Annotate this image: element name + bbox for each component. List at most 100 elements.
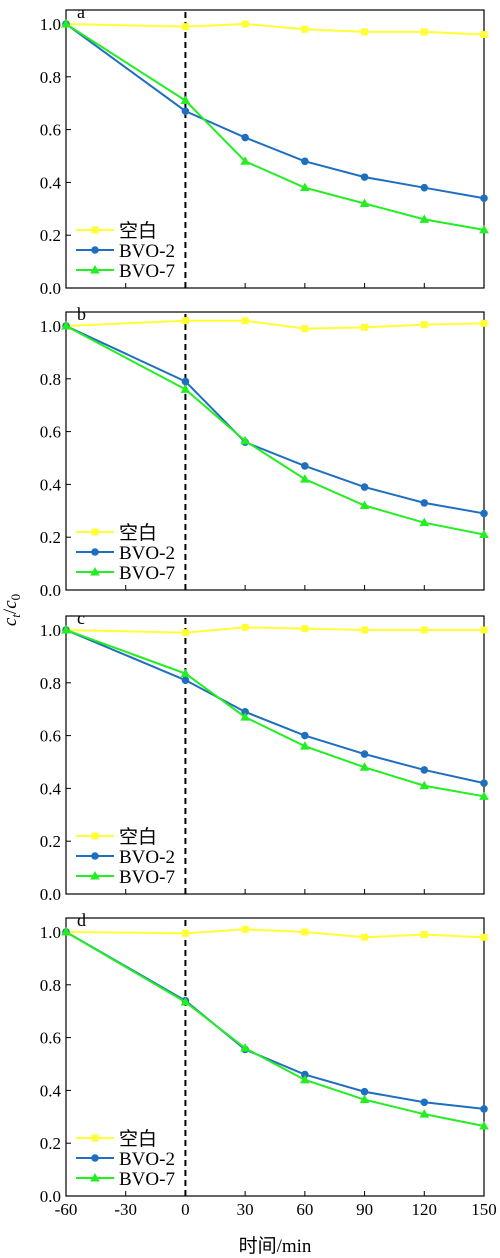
data-point	[301, 731, 309, 740]
legend-swatch-marker	[90, 871, 100, 880]
plot-frame	[65, 311, 485, 591]
panel-letter: d	[77, 910, 86, 930]
data-point	[479, 1121, 489, 1130]
legend-swatch-marker	[90, 567, 100, 576]
data-point	[360, 483, 369, 491]
data-point	[181, 929, 189, 937]
legend-entry: BVO-7	[76, 1169, 175, 1190]
data-point	[420, 766, 429, 774]
y-tick-label: 0.0	[40, 279, 61, 298]
series-BVO-7	[61, 321, 489, 539]
legend-label: BVO-2	[119, 1149, 175, 1170]
data-point	[359, 500, 370, 510]
y-tick-label: 0.4	[40, 1081, 62, 1100]
data-point	[241, 925, 249, 933]
data-point	[180, 996, 191, 1006]
y-tick-label: 0.2	[40, 1134, 61, 1153]
x-tick-label: 0	[181, 1200, 190, 1219]
y-tick-label: 1.0	[40, 317, 61, 336]
series-BVO-2	[62, 626, 488, 787]
y-tick-label: 0.8	[40, 976, 61, 995]
data-point	[61, 19, 71, 28]
y-tick-label: 0.4	[40, 779, 62, 798]
legend-entry: 空白	[76, 220, 157, 242]
data-point	[419, 517, 430, 527]
y-axis-title: ct/c0	[0, 594, 23, 626]
data-point	[181, 377, 190, 386]
legend-swatch-marker	[90, 265, 100, 274]
legend-label: BVO-2	[119, 847, 175, 868]
legend-label: 空白	[119, 220, 157, 242]
x-axis-title: 时间/min	[239, 1235, 312, 1257]
legend-entry: 空白	[76, 522, 157, 544]
plot-frame	[65, 917, 485, 1197]
data-point	[479, 224, 489, 234]
x-tick-label: 120	[412, 1200, 438, 1219]
legend-swatch-marker	[91, 1134, 99, 1142]
series-空白	[62, 317, 488, 333]
data-point	[480, 509, 488, 518]
data-point	[301, 928, 309, 936]
series-line	[65, 931, 485, 1128]
y-tick-label: 1.0	[40, 923, 61, 942]
series-BVO-7	[61, 927, 489, 1130]
legend-entry: BVO-2	[76, 543, 175, 564]
legend-swatch-marker	[91, 852, 99, 860]
data-point	[240, 435, 250, 445]
data-point	[419, 1109, 430, 1118]
legend-swatch-marker	[90, 1173, 100, 1182]
y-tick-label: 0.0	[40, 885, 61, 904]
legend-swatch-marker	[91, 548, 99, 556]
panel-letter: c	[77, 608, 85, 628]
data-point	[420, 183, 429, 192]
legend-entry: BVO-7	[76, 563, 175, 584]
series-line	[65, 931, 485, 1110]
series-line	[65, 23, 485, 231]
y-tick-label: 0.4	[40, 173, 62, 192]
data-point	[361, 323, 369, 331]
data-point	[300, 741, 310, 750]
legend-entry: BVO-7	[76, 261, 175, 282]
x-tick-label: -60	[55, 1200, 78, 1219]
y-axis-title-t: t	[8, 614, 23, 618]
y-tick-label: 0.2	[40, 226, 61, 245]
legend-swatch-marker	[91, 1154, 99, 1162]
data-point	[240, 712, 250, 721]
y-tick-label: 0.8	[40, 68, 61, 87]
legend-swatch-marker	[91, 832, 99, 840]
data-point	[61, 625, 71, 634]
data-point	[300, 182, 310, 192]
data-point	[480, 626, 488, 634]
data-point	[241, 20, 249, 28]
x-tick-label: 30	[237, 1200, 254, 1219]
legend-label: BVO-7	[119, 563, 175, 584]
y-axis-title-slash: /	[0, 608, 21, 614]
data-point	[181, 23, 189, 31]
data-point	[480, 1105, 488, 1113]
series-空白	[62, 20, 488, 39]
series-BVO-7	[61, 19, 489, 234]
axis-labels: ct/c0 时间/min	[0, 594, 312, 1257]
data-point	[180, 95, 191, 105]
legend-label: BVO-2	[119, 241, 175, 262]
data-point	[241, 708, 249, 716]
y-axis-title-c: c	[0, 617, 21, 626]
panels-layer: 0.00.20.40.60.81.0a空白BVO-2BVO-70.00.20.4…	[40, 2, 497, 1219]
y-axis-title-c0: c	[0, 600, 21, 609]
data-point	[420, 1098, 429, 1107]
y-tick-label: 0.0	[40, 1187, 61, 1206]
data-point	[480, 933, 488, 941]
data-point	[300, 1074, 310, 1084]
data-point	[240, 156, 250, 165]
legend-swatch-marker	[91, 246, 99, 254]
legend-swatch-marker	[91, 226, 99, 234]
data-point	[479, 529, 489, 539]
panel-letter: b	[77, 304, 86, 324]
x-tick-label: 60	[296, 1200, 313, 1219]
series-BVO-2	[62, 322, 488, 518]
y-tick-label: 0.8	[40, 674, 61, 693]
data-point	[241, 623, 249, 631]
series-空白	[62, 623, 488, 637]
